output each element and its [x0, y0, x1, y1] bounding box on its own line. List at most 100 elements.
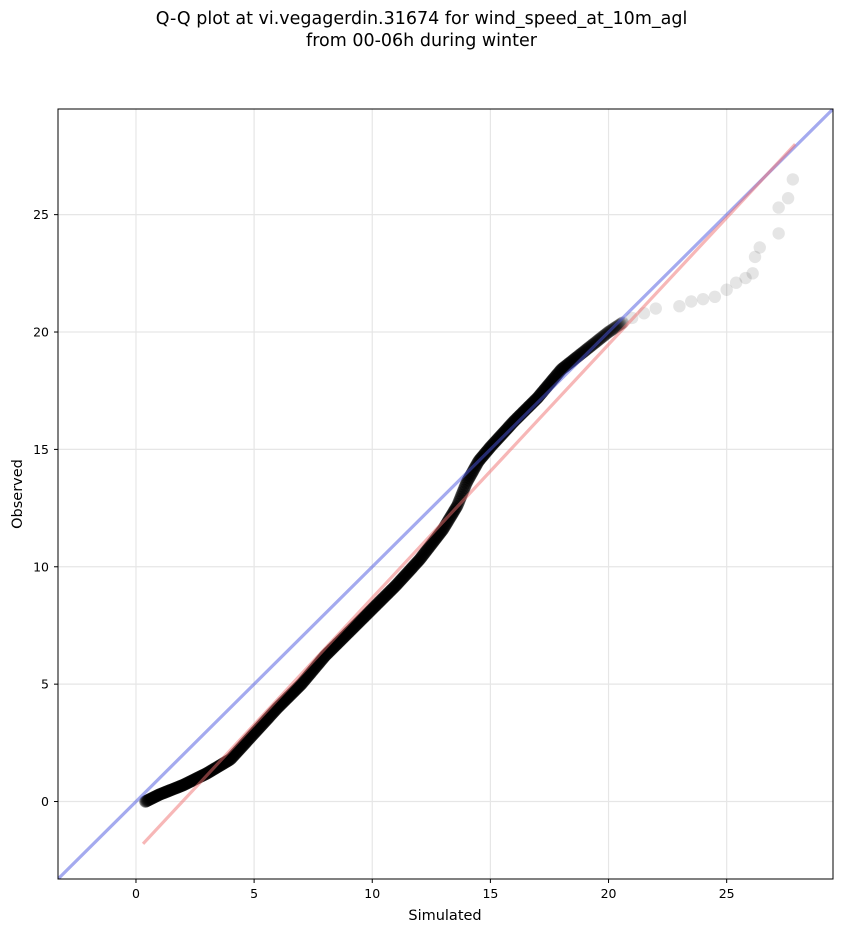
data-point	[407, 559, 421, 573]
y-tick-label: 5	[41, 677, 49, 692]
data-point	[235, 740, 249, 753]
data-point	[587, 337, 600, 351]
data-point	[394, 573, 408, 587]
data-point	[494, 429, 507, 443]
data-point	[559, 359, 572, 373]
data-point	[210, 761, 224, 774]
data-point	[746, 267, 759, 280]
data-point	[551, 367, 564, 381]
data-point	[369, 599, 382, 613]
data-point	[367, 601, 380, 615]
data-point	[408, 558, 422, 571]
data-point	[345, 623, 358, 636]
data-point	[499, 423, 513, 437]
data-point	[231, 745, 244, 758]
data-point	[154, 787, 168, 801]
data-point	[428, 533, 442, 546]
data-point	[283, 689, 297, 702]
data-point	[223, 753, 237, 766]
y-tick-label: 10	[33, 559, 49, 574]
data-point	[387, 581, 400, 594]
data-point	[370, 597, 384, 611]
data-point	[373, 595, 387, 608]
data-point	[396, 571, 410, 585]
data-point	[152, 788, 165, 802]
data-point	[242, 733, 255, 746]
data-point	[392, 576, 405, 590]
data-point	[402, 565, 415, 579]
data-point	[337, 630, 351, 644]
data-point	[413, 553, 426, 566]
data-point	[293, 679, 307, 692]
data-point	[493, 430, 506, 444]
data-point	[452, 495, 466, 508]
data-point	[198, 768, 211, 781]
data-point	[180, 777, 194, 790]
data-point	[359, 608, 373, 622]
data-point	[486, 437, 500, 451]
data-point	[304, 666, 318, 679]
data-point	[157, 786, 171, 800]
data-point	[305, 665, 319, 678]
data-point	[240, 735, 253, 748]
data-point	[290, 683, 303, 696]
data-point	[381, 587, 394, 601]
data-point	[748, 250, 762, 264]
data-point	[197, 768, 210, 782]
y-axis-label: Observed	[10, 459, 26, 529]
data-point	[287, 685, 300, 699]
data-point	[236, 739, 250, 752]
data-point	[303, 667, 317, 681]
data-point	[610, 320, 623, 334]
data-point	[720, 283, 733, 296]
plot-frame	[57, 108, 834, 880]
data-point	[377, 591, 390, 604]
data-point	[232, 744, 245, 757]
data-point	[374, 594, 388, 607]
data-point	[385, 583, 399, 596]
data-point	[145, 792, 159, 805]
data-point	[163, 784, 176, 797]
data-point	[460, 477, 473, 490]
data-point	[368, 600, 381, 614]
data-point	[141, 793, 155, 807]
data-point	[497, 425, 511, 439]
data-point	[708, 290, 722, 304]
data-point	[165, 783, 179, 796]
data-point	[382, 586, 396, 599]
data-point	[469, 460, 482, 473]
data-point	[178, 778, 192, 791]
data-point	[584, 340, 597, 353]
data-point	[403, 564, 416, 578]
data-point	[554, 363, 568, 376]
data-point	[244, 730, 258, 743]
data-point	[247, 727, 261, 740]
data-point	[459, 479, 472, 492]
x-tick-label: 5	[250, 886, 258, 901]
data-point	[141, 794, 154, 807]
data-point	[336, 631, 350, 645]
data-point	[198, 767, 212, 781]
x-axis-label: Simulated	[408, 908, 481, 924]
data-point	[409, 557, 422, 570]
data-point	[151, 789, 164, 802]
grid	[58, 109, 833, 879]
data-point	[244, 731, 257, 744]
data-point	[285, 687, 298, 701]
data-point	[342, 626, 355, 639]
data-point	[490, 433, 503, 447]
data-point	[424, 539, 437, 552]
data-point	[353, 615, 366, 628]
data-point	[282, 690, 296, 703]
data-point	[187, 773, 200, 787]
data-point	[280, 692, 294, 705]
data-point	[167, 782, 181, 795]
data-point	[352, 616, 365, 629]
reference-lines	[58, 109, 833, 879]
data-point	[468, 461, 481, 475]
data-point	[279, 694, 292, 707]
data-point	[354, 614, 367, 627]
data-point	[781, 192, 795, 205]
data-point	[414, 552, 427, 565]
data-point	[489, 434, 503, 448]
